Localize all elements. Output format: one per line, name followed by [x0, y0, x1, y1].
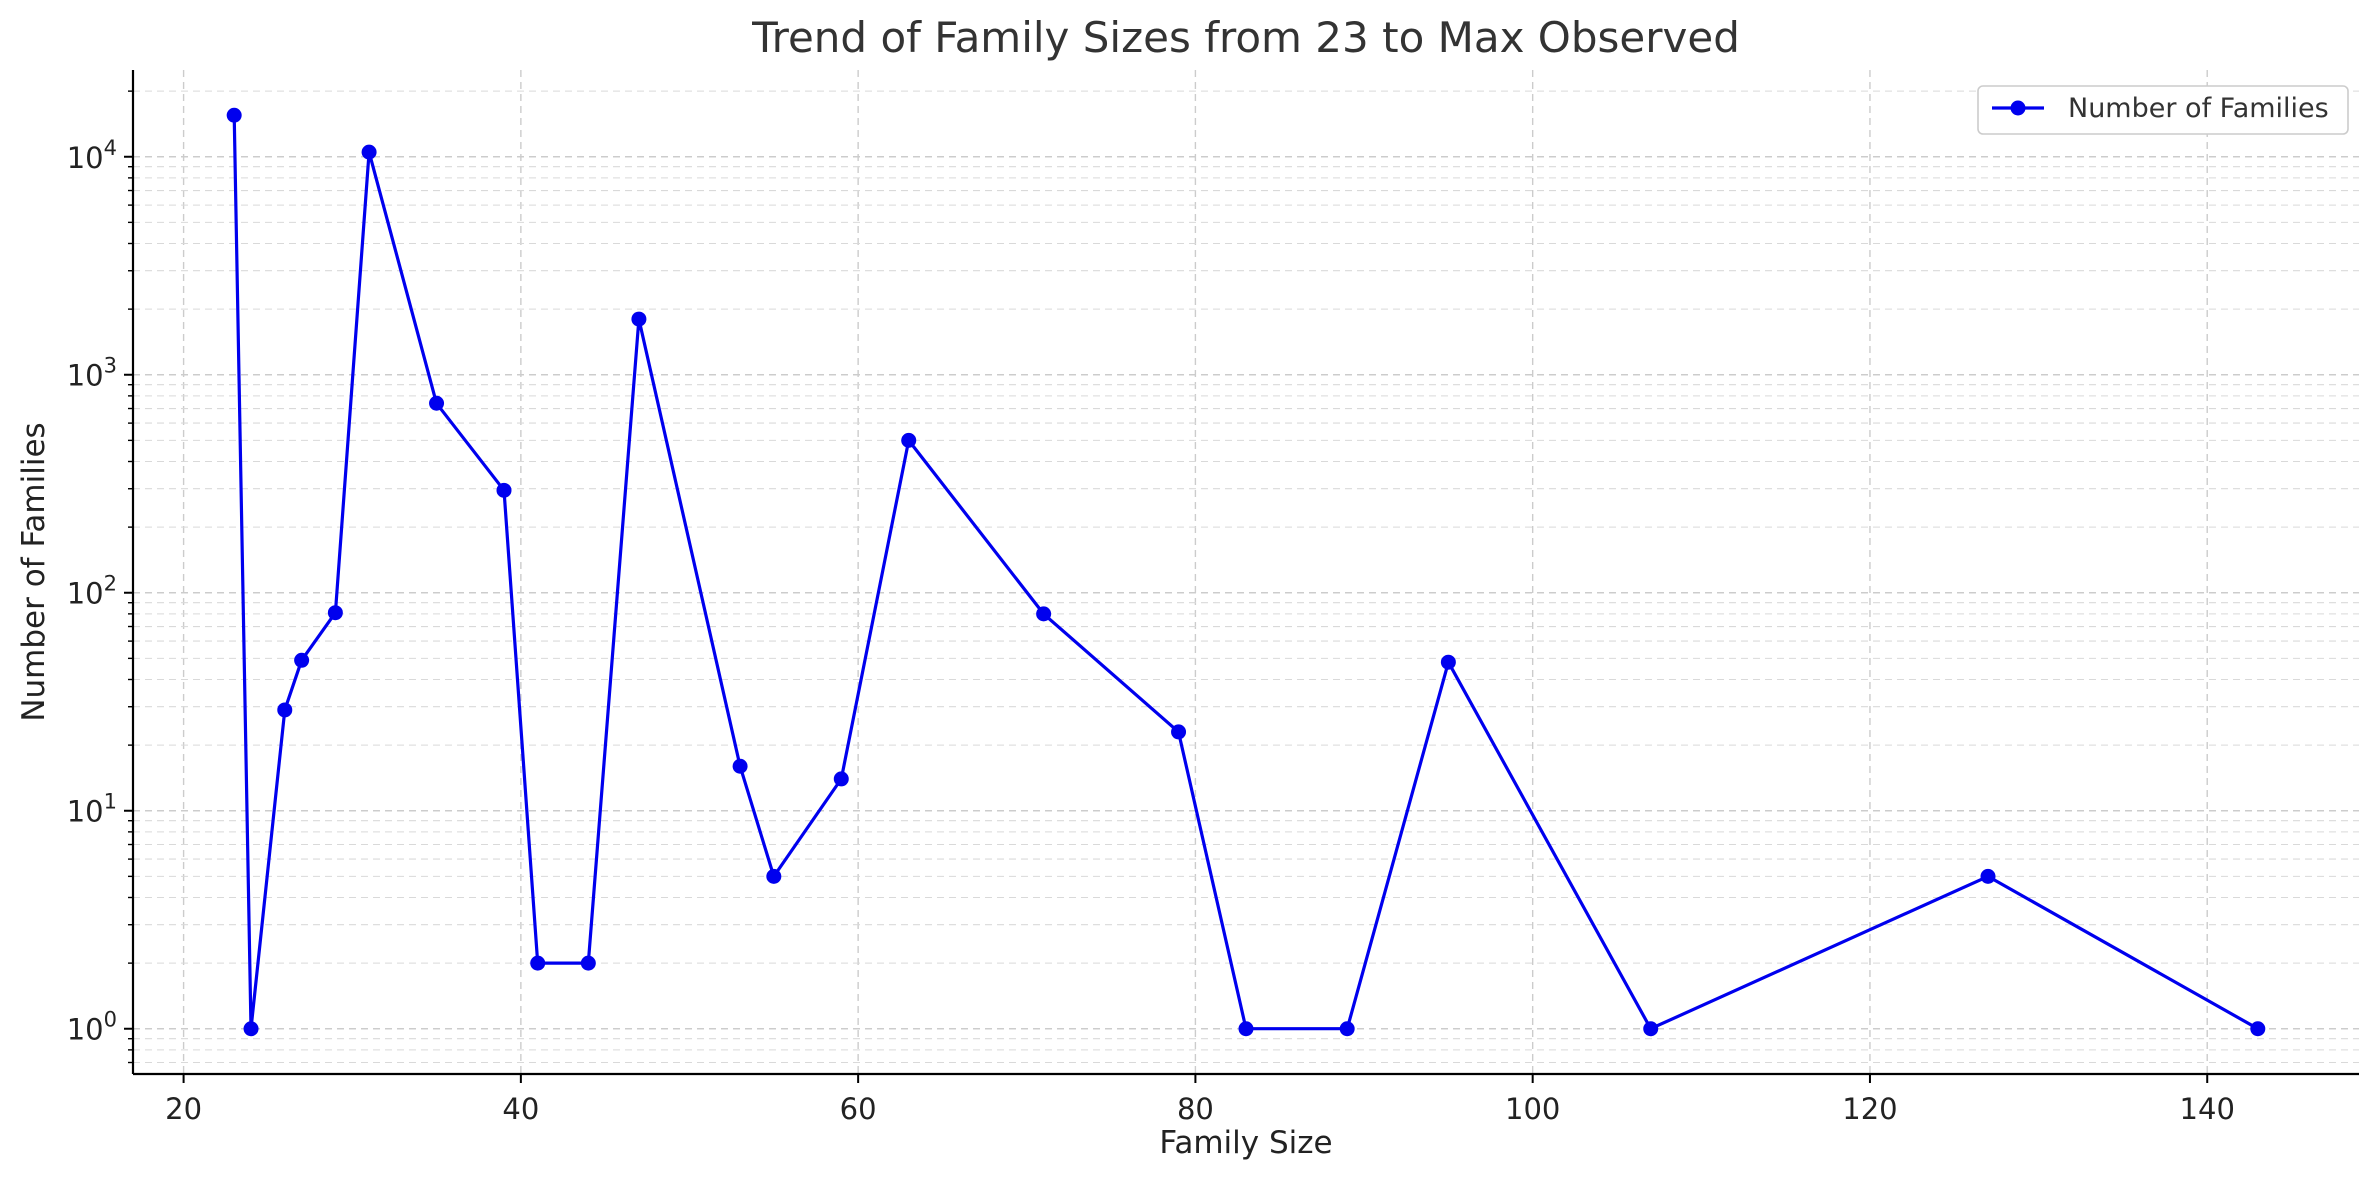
y-tick-label: 104 — [67, 136, 117, 175]
data-point — [2250, 1021, 2266, 1037]
data-point — [530, 955, 546, 971]
data-point — [580, 955, 596, 971]
x-tick-label: 60 — [840, 1092, 877, 1126]
y-tick-label: 100 — [67, 1008, 117, 1047]
legend-label: Number of Families — [2068, 93, 2329, 124]
x-tick-label: 140 — [2180, 1092, 2235, 1126]
legend-marker-swatch — [2010, 100, 2026, 116]
y-tick-label: 101 — [67, 790, 117, 829]
data-point — [1036, 606, 1052, 622]
data-point — [429, 395, 445, 411]
x-tick-label: 40 — [502, 1092, 539, 1126]
data-point — [1339, 1021, 1355, 1037]
x-axis-label: Family Size — [1159, 1125, 1332, 1161]
data-point — [766, 868, 782, 884]
legend: Number of Families — [1977, 85, 2349, 135]
y-tick-label: 103 — [67, 354, 117, 393]
chart-title: Trend of Family Sizes from 23 to Max Obs… — [751, 13, 1740, 62]
x-axis-ticks: 20 40 60 80 100 120 140 — [165, 1074, 2235, 1126]
data-point — [243, 1021, 259, 1037]
data-point — [732, 758, 748, 774]
data-point — [277, 702, 293, 718]
x-tick-label: 100 — [1505, 1092, 1560, 1126]
data-point — [496, 482, 512, 498]
data-point — [1643, 1021, 1659, 1037]
grid-lines — [133, 70, 2359, 1074]
data-point — [901, 432, 917, 448]
y-axis-ticks: 100 101 102 103 104 — [67, 90, 133, 1064]
x-tick-label: 20 — [165, 1092, 202, 1126]
data-point — [361, 144, 377, 160]
data-series — [226, 107, 2266, 1037]
data-point — [1238, 1021, 1254, 1037]
data-point — [327, 605, 343, 621]
series-line — [232, 115, 2259, 1031]
y-axis-label: Number of Families — [16, 422, 52, 721]
data-point — [1440, 654, 1456, 670]
data-point — [1171, 724, 1187, 740]
data-point — [1980, 868, 1996, 884]
data-point — [294, 652, 310, 668]
legend-box — [1977, 85, 2349, 135]
x-tick-label: 120 — [1842, 1092, 1897, 1126]
y-tick-label: 102 — [67, 572, 117, 611]
data-point — [631, 311, 647, 327]
data-point — [226, 107, 242, 123]
x-tick-label: 80 — [1177, 1092, 1214, 1126]
data-point — [833, 771, 849, 787]
